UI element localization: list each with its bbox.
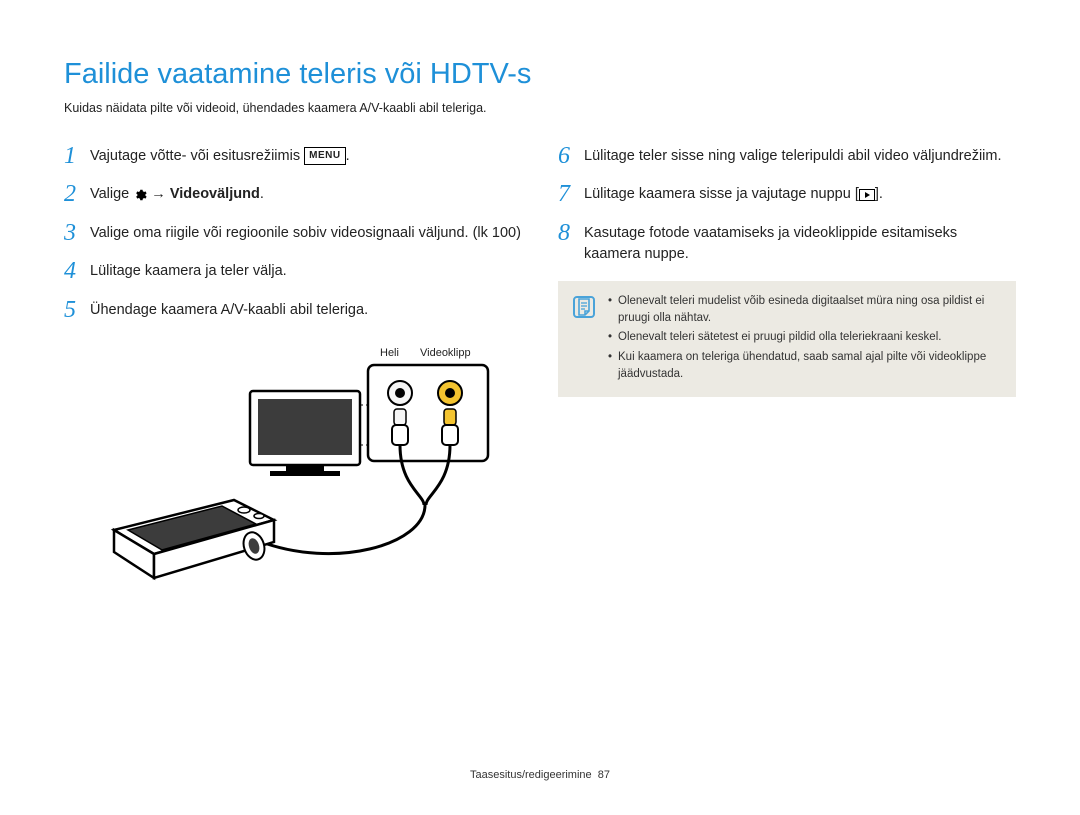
- note-list: Olenevalt teleri mudelist võib esineda d…: [608, 293, 998, 385]
- step-number: 8: [558, 220, 584, 246]
- page-footer: Taasesitus/redigeerimine 87: [0, 769, 1080, 781]
- note-item: Kui kaamera on teleriga ühendatud, saab …: [608, 349, 998, 384]
- step-number: 6: [558, 143, 584, 169]
- footer-section: Taasesitus/redigeerimine: [470, 769, 592, 781]
- video-label: Videoklipp: [420, 347, 471, 359]
- step-text: Ühendage kaamera A/V-kaabli abil telerig…: [90, 297, 368, 321]
- step-text: Kasutage fotode vaatamiseks ja videoklip…: [584, 220, 1016, 265]
- step-text: Lülitage kaamera ja teler välja.: [90, 258, 287, 282]
- step-number: 2: [64, 181, 90, 207]
- av-jack-panel: [368, 365, 488, 461]
- step-text: Valige oma riigile või regioonile sobiv …: [90, 220, 521, 244]
- connection-diagram: Heli Videoklipp: [64, 335, 522, 595]
- step-number: 7: [558, 181, 584, 207]
- step-item: 6Lülitage teler sisse ning valige teleri…: [558, 143, 1016, 169]
- step-number: 3: [64, 220, 90, 246]
- step-item: 3Valige oma riigile või regioonile sobiv…: [64, 220, 522, 246]
- step-item: 2Valige → Videoväljund.: [64, 181, 522, 207]
- content-columns: 1Vajutage võtte- või esitusrežiimis MENU…: [64, 143, 1016, 595]
- step-number: 4: [64, 258, 90, 284]
- right-column: 6Lülitage teler sisse ning valige teleri…: [558, 143, 1016, 595]
- page-subtitle: Kuidas näidata pilte või videoid, ühenda…: [64, 101, 1016, 115]
- footer-page: 87: [598, 769, 610, 781]
- page-title: Failide vaatamine teleris või HDTV-s: [64, 58, 1016, 91]
- camera-icon: [114, 500, 274, 578]
- note-box: Olenevalt teleri mudelist võib esineda d…: [558, 281, 1016, 397]
- audio-label: Heli: [380, 347, 399, 359]
- note-icon: [572, 295, 596, 319]
- step-item: 1Vajutage võtte- või esitusrežiimis MENU…: [64, 143, 522, 169]
- step-number: 5: [64, 297, 90, 323]
- step-text: Valige → Videoväljund.: [90, 181, 264, 205]
- step-item: 7Lülitage kaamera sisse ja vajutage nupp…: [558, 181, 1016, 207]
- tv-icon: [250, 391, 360, 476]
- step-item: 8Kasutage fotode vaatamiseks ja videokli…: [558, 220, 1016, 265]
- step-item: 4Lülitage kaamera ja teler välja.: [64, 258, 522, 284]
- step-item: 5Ühendage kaamera A/V-kaabli abil teleri…: [64, 297, 522, 323]
- note-item: Olenevalt teleri mudelist võib esineda d…: [608, 293, 998, 328]
- step-number: 1: [64, 143, 90, 169]
- left-column: 1Vajutage võtte- või esitusrežiimis MENU…: [64, 143, 522, 595]
- step-text: Vajutage võtte- või esitusrežiimis MENU.: [90, 143, 350, 167]
- note-item: Olenevalt teleri sätetest ei pruugi pild…: [608, 329, 998, 346]
- step-text: Lülitage kaamera sisse ja vajutage nuppu…: [584, 181, 883, 205]
- step-text: Lülitage teler sisse ning valige telerip…: [584, 143, 1002, 167]
